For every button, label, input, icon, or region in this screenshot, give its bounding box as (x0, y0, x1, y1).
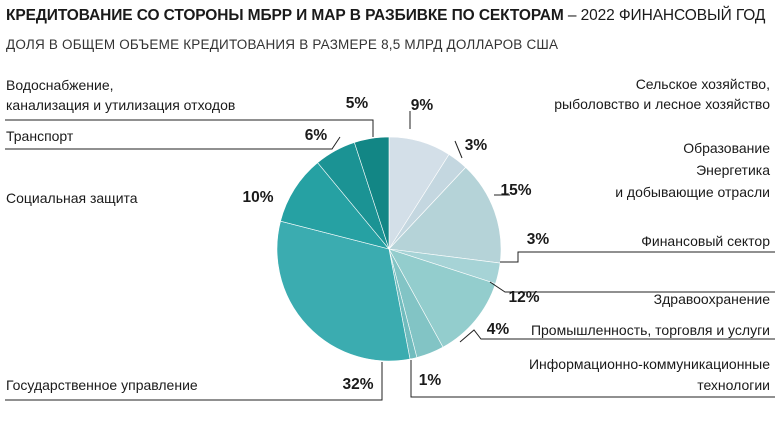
slice-value-3: 3% (527, 231, 550, 248)
chart-title: КРЕДИТОВАНИЕ СО СТОРОНЫ МБРР И МАР В РАЗ… (6, 7, 765, 25)
slice-annotation-3: Финансовый сектор 3% (527, 231, 770, 249)
slice-value-6: 1% (419, 372, 442, 389)
slice-annotation-7: Государственное управление 32% (6, 376, 374, 393)
slice-annotation-8: Социальная защита 10% (6, 189, 274, 206)
slice-value-5: 4% (487, 321, 510, 338)
chart-title-main: КРЕДИТОВАНИЕ СО СТОРОНЫ МБРР И МАР В РАЗ… (6, 7, 564, 24)
leader-line-6 (410, 360, 775, 398)
slice-label-10-1: канализация и утилизация отходов (6, 97, 235, 113)
slice-value-8: 10% (242, 189, 273, 206)
pie-slice-2 (388, 166, 502, 264)
leader-line-9 (5, 136, 341, 150)
leader-lines (5, 111, 775, 401)
leader-line-10 (5, 119, 374, 137)
slice-annotation-9: Транспорт 6% (6, 127, 327, 144)
slice-annotation-0: Сельское хозяйство, рыболовство и лесное … (411, 76, 770, 114)
chart-title-suffix: – 2022 ФИНАНСОВЫЙ ГОД (567, 7, 766, 24)
slice-annotation-10: Водоснабжение, канализация и утилизация о… (6, 77, 368, 113)
leader-line-5 (459, 329, 775, 343)
slice-label-10-0: Водоснабжение, (6, 77, 114, 93)
pie-slice-4 (388, 248, 496, 348)
slice-value-9: 6% (305, 127, 328, 144)
slice-annotation-6: Информационно-коммуникационные технологии… (419, 356, 770, 393)
slice-value-7: 32% (342, 376, 373, 393)
slice-label-3-0: Финансовый сектор (641, 233, 770, 249)
slice-label-6-0: Информационно-коммуникационные (529, 356, 770, 372)
slice-label-1-0: Образование (683, 140, 770, 156)
slice-annotation-1: Образование 3% (465, 137, 770, 156)
slice-value-4: 12% (508, 289, 539, 306)
slice-value-1: 3% (465, 137, 488, 154)
slice-value-2: 15% (500, 182, 531, 199)
leader-line-7 (5, 362, 383, 401)
leader-line-4 (489, 281, 775, 293)
slice-label-2-1: и добывающие отрасли (615, 184, 770, 200)
slice-label-4-0: Здравоохранение (654, 291, 771, 307)
slice-label-8-0: Социальная защита (6, 190, 138, 206)
slice-label-2-0: Энергетика (696, 162, 770, 178)
chart-subtitle: ДОЛЯ В ОБЩЕМ ОБЪЕМЕ КРЕДИТОВАНИЯ В РАЗМЕ… (6, 37, 559, 52)
slice-value-10: 5% (346, 95, 369, 112)
pie-slice-7 (276, 220, 411, 362)
pie-slices (276, 136, 502, 362)
leader-line-3 (500, 251, 775, 263)
slice-annotation-5: Промышленность, торговля и услуги 4% (487, 321, 770, 338)
leader-line-1 (454, 140, 463, 159)
slice-annotation-2: Энергетика и добывающие отрасли 15% (500, 162, 770, 200)
slice-value-0: 9% (411, 97, 434, 114)
pie-slice-10 (354, 136, 390, 250)
slice-label-9-0: Транспорт (6, 128, 74, 144)
slice-label-6-1: технологии (697, 377, 770, 393)
slice-annotation-4: Здравоохранение 12% (508, 289, 770, 307)
slice-label-5-0: Промышленность, торговля и услуги (531, 322, 770, 338)
slice-label-7-0: Государственное управление (6, 377, 198, 393)
slice-label-0-0: Сельское хозяйство, (636, 76, 770, 92)
slice-label-0-1: рыболовство и лесное хозяйство (554, 96, 770, 112)
